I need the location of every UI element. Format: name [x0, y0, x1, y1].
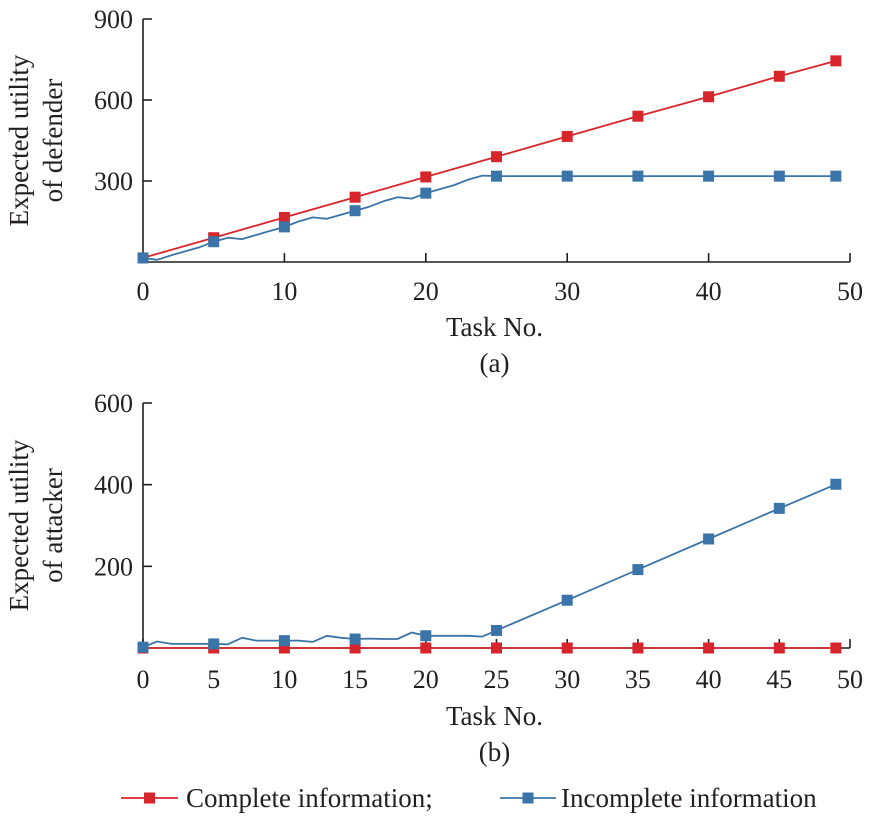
- x-tick-label: 0: [137, 665, 150, 694]
- x-tick-label: 20: [413, 665, 439, 694]
- x-tick-label: 10: [271, 665, 297, 694]
- data-point: [830, 642, 842, 654]
- y-axis-title: of attacker: [38, 468, 68, 583]
- data-point: [703, 642, 715, 654]
- data-point: [420, 187, 432, 199]
- data-point: [278, 642, 290, 654]
- y-tick-label: 600: [94, 86, 133, 115]
- x-axis-title: Task No.: [446, 312, 543, 342]
- panel-label: (b): [479, 737, 510, 767]
- data-point: [349, 642, 361, 654]
- data-point: [278, 211, 290, 223]
- y-tick-label: 400: [94, 471, 133, 500]
- data-point: [773, 70, 785, 82]
- x-axis-title: Task No.: [446, 701, 543, 731]
- x-tick-label: 10: [271, 277, 297, 306]
- data-point: [830, 55, 842, 67]
- series-line: [142, 483, 837, 649]
- series-line: [142, 174, 836, 261]
- data-point: [703, 91, 715, 103]
- x-tick-label: 15: [342, 665, 368, 694]
- legend: Complete information; Incomplete informat…: [121, 783, 817, 813]
- series-incomplete: [137, 478, 842, 653]
- data-point: [349, 191, 361, 203]
- series-incomplete: [137, 170, 842, 264]
- x-tick-label: 35: [625, 665, 651, 694]
- x-tick-label: 20: [413, 277, 439, 306]
- data-point: [491, 624, 502, 636]
- series-line: [142, 60, 837, 259]
- y-tick-label: 600: [94, 389, 133, 418]
- y-axis-title: Expected utility: [4, 439, 34, 611]
- data-point: [137, 252, 149, 264]
- data-point: [278, 635, 290, 647]
- data-point: [420, 642, 432, 654]
- legend-item: Incomplete information: [500, 783, 817, 813]
- x-tick-label: 30: [554, 665, 580, 694]
- data-point: [491, 170, 502, 182]
- series-complete: [137, 642, 842, 654]
- data-point: [278, 221, 290, 233]
- x-tick-label: 50: [837, 277, 863, 306]
- panel-b-attacker-utility: 200 400 600 0 5 10 15 20 25 30 35 40 45 50 Task No. Exp…: [4, 389, 863, 767]
- data-point: [561, 170, 573, 182]
- panel-label: (a): [480, 348, 510, 378]
- data-point: [420, 630, 432, 642]
- data-point: [349, 633, 361, 645]
- data-point: [632, 642, 644, 654]
- x-tick-label: 25: [484, 665, 510, 694]
- data-point: [773, 170, 785, 182]
- data-point: [420, 171, 432, 183]
- data-point: [491, 151, 502, 163]
- legend-marker: [144, 792, 155, 804]
- y-axis-title: Expected utility: [4, 54, 34, 226]
- legend-label: Complete information;: [186, 783, 433, 813]
- x-tick-label: 45: [766, 665, 792, 694]
- data-point: [208, 638, 220, 650]
- data-point: [137, 641, 149, 653]
- x-tick-label: 5: [207, 665, 220, 694]
- y-axis-title: of defender: [38, 79, 68, 203]
- legend-marker: [522, 792, 534, 804]
- y-tick-label: 200: [94, 552, 133, 581]
- data-point: [208, 236, 220, 248]
- legend-label: Incomplete information: [561, 783, 817, 813]
- data-point: [561, 594, 573, 606]
- x-tick-label: 0: [137, 277, 150, 306]
- x-tick-label: 40: [696, 277, 722, 306]
- panel-a-defender-utility: 300 600 900 0 10 20 30 40 50 Task No. Expected uti…: [4, 5, 863, 378]
- data-point: [632, 110, 644, 122]
- data-point: [773, 502, 785, 514]
- series-complete: [137, 55, 842, 264]
- data-point: [830, 170, 842, 182]
- x-tick-label: 50: [837, 665, 863, 694]
- data-point: [632, 170, 644, 182]
- data-point: [491, 642, 502, 654]
- data-point: [561, 642, 573, 654]
- data-point: [830, 478, 842, 490]
- legend-item: Complete information;: [121, 783, 433, 813]
- data-point: [561, 130, 573, 142]
- data-point: [349, 205, 361, 217]
- x-tick-label: 40: [696, 665, 722, 694]
- y-tick-label: 300: [94, 167, 133, 196]
- data-point: [773, 642, 785, 654]
- data-point: [703, 170, 715, 182]
- x-tick-label: 30: [554, 277, 580, 306]
- data-point: [632, 564, 644, 576]
- data-point: [703, 533, 715, 545]
- y-tick-label: 900: [94, 5, 133, 34]
